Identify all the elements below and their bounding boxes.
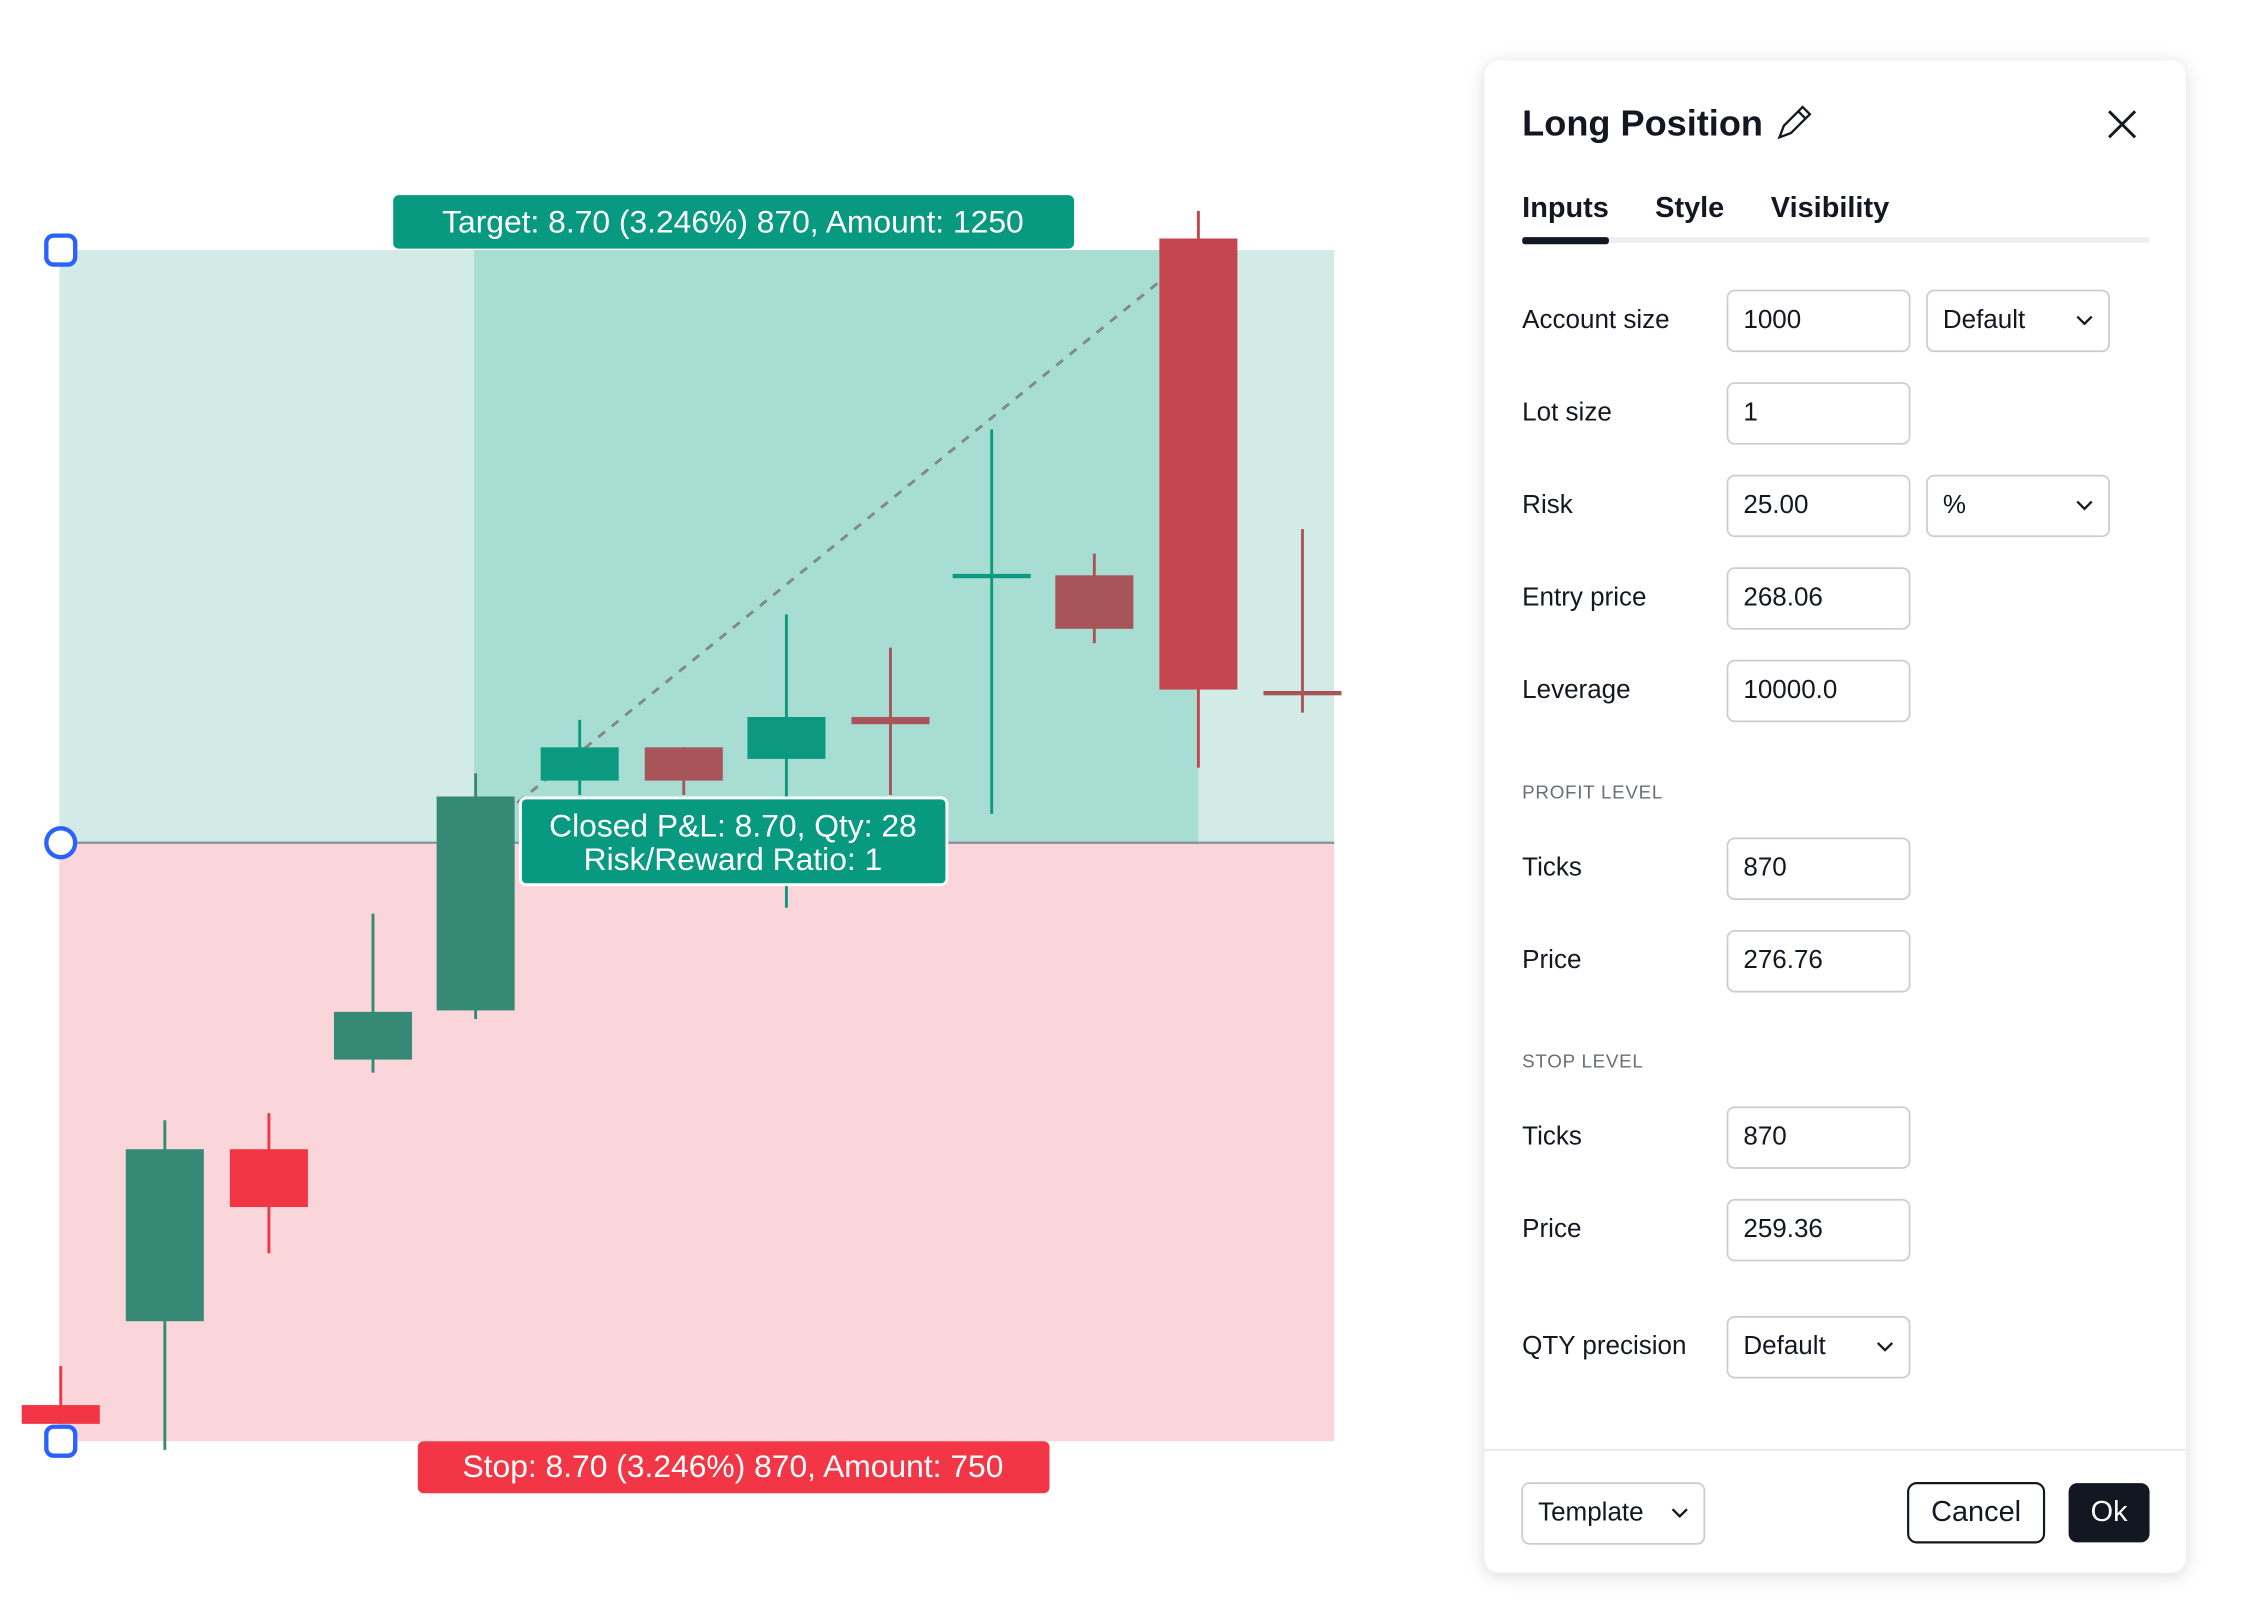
candle-body bbox=[229, 1149, 308, 1208]
ok-button[interactable] bbox=[2068, 1483, 2150, 1543]
input-field[interactable]: 1 bbox=[1743, 396, 1757, 426]
rename-icon[interactable] bbox=[1777, 105, 1812, 140]
input-field-box[interactable] bbox=[1726, 659, 1911, 723]
input-field-box[interactable] bbox=[1726, 837, 1911, 900]
input-field[interactable]: 259.36 bbox=[1743, 1213, 1823, 1243]
input-field-box[interactable] bbox=[1726, 382, 1911, 445]
template-select-box[interactable] bbox=[1521, 1482, 1706, 1545]
rr-label: Risk/Reward Ratio: 1 bbox=[584, 841, 883, 877]
input-field[interactable]: 10000.0 bbox=[1743, 674, 1837, 704]
select-field[interactable]: Default bbox=[1943, 304, 2026, 334]
input-field[interactable]: 276.76 bbox=[1743, 944, 1823, 974]
tab[interactable]: Style bbox=[1655, 192, 1724, 224]
input-field[interactable]: 870 bbox=[1743, 852, 1786, 882]
candle-body bbox=[747, 716, 826, 759]
candle-body bbox=[1263, 690, 1342, 696]
section-heading: STOP LEVEL bbox=[1522, 1050, 1643, 1071]
select-field[interactable]: % bbox=[1943, 489, 1966, 519]
candle-body bbox=[540, 747, 619, 781]
input-field-box[interactable] bbox=[1726, 567, 1911, 630]
tab-indicator bbox=[1522, 237, 1609, 245]
chevron bbox=[2076, 500, 2093, 511]
candle-body bbox=[1055, 575, 1134, 629]
target-label: Target: 8.70 (3.246%) 870, Amount: 1250 bbox=[442, 203, 1024, 239]
input-field-box[interactable] bbox=[1726, 474, 1911, 538]
candle-body bbox=[436, 796, 515, 1011]
template-select[interactable]: Template bbox=[1538, 1496, 1643, 1526]
input-field[interactable]: 25.00 bbox=[1743, 489, 1808, 519]
select-field-box[interactable] bbox=[1926, 474, 2110, 538]
candle-body bbox=[851, 716, 930, 725]
field-label: Ticks bbox=[1522, 852, 1582, 882]
close-button[interactable] bbox=[2108, 110, 2137, 139]
stop-zone bbox=[59, 842, 1335, 1442]
input-field-box[interactable] bbox=[1726, 289, 1911, 353]
stop-handle[interactable] bbox=[44, 1424, 78, 1458]
ok-label[interactable]: Ok bbox=[2091, 1496, 2128, 1528]
candle-body bbox=[1159, 238, 1238, 690]
select-field-box[interactable] bbox=[1926, 289, 2110, 353]
select-field-box[interactable] bbox=[1726, 1316, 1911, 1379]
field-label: Account size bbox=[1522, 304, 1669, 334]
field-label: Leverage bbox=[1522, 674, 1630, 704]
tab-track bbox=[1522, 237, 2150, 243]
profit-zone-active bbox=[474, 250, 1199, 843]
chevron bbox=[1671, 1508, 1688, 1519]
candles bbox=[21, 211, 1342, 1450]
stop-label-box bbox=[417, 1441, 1050, 1494]
chevron bbox=[2076, 315, 2093, 326]
field-label: Price bbox=[1522, 1213, 1581, 1243]
input-field-box[interactable] bbox=[1726, 930, 1911, 993]
field-label: QTY precision bbox=[1522, 1330, 1686, 1360]
target-handle[interactable] bbox=[44, 233, 78, 267]
input-field[interactable]: 268.06 bbox=[1743, 581, 1823, 611]
input-field-box[interactable] bbox=[1726, 1106, 1911, 1169]
stop-label: Stop: 8.70 (3.246%) 870, Amount: 750 bbox=[462, 1448, 1003, 1484]
candle-body bbox=[21, 1405, 100, 1424]
field-label: Risk bbox=[1522, 489, 1574, 519]
field-label: Price bbox=[1522, 944, 1581, 974]
cancel-button[interactable] bbox=[1907, 1482, 2046, 1544]
chevron bbox=[1876, 1342, 1894, 1352]
tab[interactable]: Visibility bbox=[1771, 192, 1889, 224]
select-field[interactable]: Default bbox=[1743, 1330, 1826, 1360]
candle-body bbox=[952, 573, 1031, 579]
pnl-box bbox=[518, 796, 949, 887]
input-field[interactable]: 1000 bbox=[1743, 304, 1801, 334]
input-field-box[interactable] bbox=[1726, 1198, 1911, 1262]
input-field[interactable]: 870 bbox=[1743, 1121, 1786, 1151]
dialog-title: Long Position bbox=[1522, 102, 1763, 143]
chart: Target: 8.70 (3.246%) 870, Amount: 1250 … bbox=[21, 195, 1342, 1494]
target-label-box bbox=[393, 195, 1075, 249]
pnl-label: Closed P&L: 8.70, Qty: 28 bbox=[549, 808, 917, 844]
section-heading: PROFIT LEVEL bbox=[1522, 782, 1663, 803]
candle-body bbox=[125, 1149, 204, 1322]
candle-body bbox=[333, 1011, 413, 1060]
field-label: Entry price bbox=[1522, 581, 1646, 611]
tab[interactable]: Inputs bbox=[1522, 192, 1609, 224]
field-label: Ticks bbox=[1522, 1121, 1582, 1151]
entry-handle[interactable] bbox=[44, 826, 78, 860]
dialog: Long Position Inputs Style Visibility Accou… bbox=[1484, 60, 2186, 1573]
field-label: Lot size bbox=[1522, 396, 1612, 426]
cancel-label[interactable]: Cancel bbox=[1931, 1496, 2021, 1528]
candle-body bbox=[644, 747, 723, 781]
dialog-panel bbox=[1484, 60, 2186, 1573]
